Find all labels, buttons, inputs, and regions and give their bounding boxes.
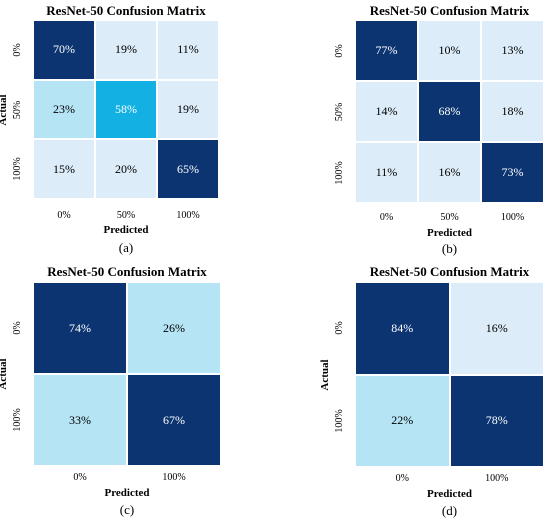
y-axis-label: Actual — [319, 358, 331, 391]
heatmap-cell: 16% — [419, 143, 480, 202]
heatmap-cell: 20% — [96, 140, 156, 198]
heatmap-cell: 19% — [158, 80, 218, 139]
heatmap-cell: 11% — [356, 143, 417, 202]
heatmap-cell: 13% — [482, 21, 543, 80]
heatmap-cell: 84% — [356, 283, 449, 374]
heatmap-cell: 15% — [34, 140, 94, 198]
heatmap-cell: 23% — [34, 80, 94, 139]
x-tick-label: 0% — [379, 212, 394, 223]
heatmap-cell: 58% — [96, 80, 156, 139]
y-tick-label: 100% — [334, 409, 345, 433]
heatmap-cell: 22% — [356, 375, 449, 466]
heatmap-cell: 65% — [158, 140, 218, 198]
heatmap-cell: 19% — [96, 21, 156, 79]
panel-caption: (d) — [441, 503, 458, 518]
heatmap-cell: 33% — [34, 375, 126, 465]
heatmap-cell: 70% — [34, 21, 94, 79]
y-tick-label: 0% — [334, 321, 345, 335]
chart-title: ResNet-50 Confusion Matrix — [369, 264, 530, 279]
y-tick-label: 0% — [12, 321, 23, 335]
heatmap-cell: 74% — [34, 283, 126, 373]
x-tick-label: 0% — [73, 472, 87, 483]
x-tick-label: 100% — [176, 210, 200, 221]
x-tick-label: 0% — [395, 473, 409, 484]
x-tick-label: 100% — [500, 212, 525, 223]
heatmap-cell: 73% — [482, 143, 543, 202]
panel-caption: (c) — [119, 502, 135, 517]
heatmap-cell: 14% — [356, 82, 417, 141]
heatmap-grid: 74% 26% 33% 67% — [33, 282, 221, 466]
x-tick-label: 100% — [162, 472, 186, 483]
y-tick-label: 0% — [334, 43, 345, 58]
heatmap-cell: 11% — [158, 21, 218, 79]
heatmap-cell: 68% — [419, 82, 480, 141]
y-axis-label: Actual — [0, 93, 9, 126]
y-tick-label: 100% — [334, 160, 345, 185]
heatmap-cell: 18% — [482, 82, 543, 141]
panel-caption: (b) — [441, 241, 458, 256]
y-tick-label: 50% — [12, 100, 23, 119]
heatmap-cell: 10% — [419, 21, 480, 80]
heatmap-cell: 67% — [128, 375, 220, 465]
x-tick-label: 100% — [485, 473, 509, 484]
chart-title: ResNet-50 Confusion Matrix — [369, 3, 530, 18]
x-axis-label: Predicted — [426, 227, 472, 239]
x-tick-label: 50% — [116, 210, 136, 221]
heatmap-grid: 84% 16% 22% 78% — [355, 282, 544, 467]
heatmap-cell: 26% — [128, 283, 220, 373]
y-tick-label: 100% — [12, 408, 23, 432]
heatmap-grid: 77% 10% 13% 14% 68% 18% 11% 16% 73% — [355, 20, 544, 203]
y-tick-label: 50% — [334, 102, 345, 121]
panel-caption: (a) — [118, 240, 134, 255]
x-axis-label: Predicted — [426, 488, 472, 500]
chart-title: ResNet-50 Confusion Matrix — [46, 3, 206, 18]
heatmap-cell: 16% — [450, 283, 543, 374]
heatmap-cell: 77% — [356, 21, 417, 80]
x-tick-label: 0% — [57, 210, 71, 221]
x-tick-label: 50% — [440, 212, 459, 223]
y-tick-label: 0% — [12, 43, 23, 57]
heatmap-cell: 78% — [450, 375, 543, 466]
x-axis-label: Predicted — [104, 487, 150, 499]
y-axis-label: Actual — [0, 358, 9, 390]
y-tick-label: 100% — [12, 157, 23, 181]
x-axis-label: Predicted — [103, 224, 149, 236]
chart-title: ResNet-50 Confusion Matrix — [47, 264, 207, 279]
heatmap-grid: 70% 19% 11% 23% 58% 19% 15% 20% 65% — [33, 20, 219, 199]
